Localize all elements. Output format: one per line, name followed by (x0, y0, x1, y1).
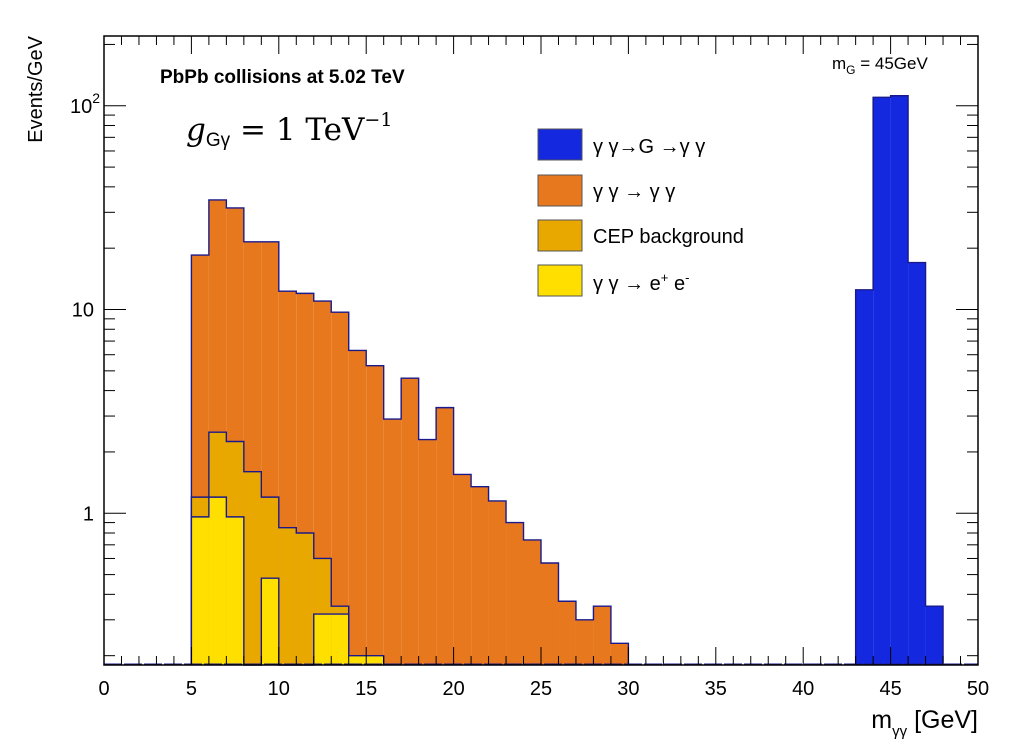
legend-swatch-cep (537, 219, 583, 252)
legend-label-ee: γ γ → e+ e- (593, 270, 689, 295)
bar-signal (908, 262, 926, 665)
legend-label-ee-sup2: - (685, 270, 689, 285)
bar-ee (208, 497, 227, 665)
outline-ee (190, 496, 385, 666)
bar-lbl (593, 606, 611, 665)
chart-title: PbPb collisions at 5.02 TeV (160, 67, 405, 88)
bar-lbl (383, 419, 402, 665)
bar-cep (243, 471, 262, 665)
bar-signal (890, 95, 909, 665)
bar-lbl (331, 312, 349, 665)
y-tick-label: 1 (83, 503, 94, 525)
y-tick-label-base: 10 (70, 96, 92, 118)
coupling-annotation: gGγ = 1 TeV−1 (186, 109, 392, 151)
outline-signal (854, 95, 944, 665)
bar-lbl (610, 643, 629, 665)
bar-lbl (541, 563, 559, 665)
x-tick-label: 45 (879, 678, 901, 700)
legend-label-lbl: γ γ → γ γ (593, 181, 675, 203)
bar-ee (366, 655, 384, 665)
outline-lbl (190, 199, 630, 665)
bar-cep (278, 527, 297, 665)
bar-lbl (558, 601, 576, 665)
x-axis-title: mγγ [GeV] (871, 706, 978, 740)
bar-cep (296, 533, 314, 665)
legend-swatch-ee (537, 264, 583, 297)
bar-lbl (471, 486, 489, 665)
bar-signal (855, 289, 874, 665)
x-tick-label: 30 (617, 678, 639, 700)
mass-subscript: G (846, 63, 855, 77)
bar-lbl (348, 350, 367, 665)
legend-label-ee-sup1: + (661, 270, 669, 285)
bar-ee (331, 614, 349, 665)
legend-label-signal: γ γ→G →γ γ (593, 136, 705, 158)
legend-swatch-lbl (537, 174, 583, 207)
bar-ee (226, 516, 244, 665)
bar-signal (925, 606, 944, 665)
bar-lbl (575, 619, 594, 665)
bar-lbl (488, 500, 507, 665)
bar-lbl (401, 378, 419, 665)
bar-ee (191, 516, 209, 665)
coupling-subscript: Gγ (206, 130, 231, 151)
bar-lbl (523, 539, 541, 665)
series-ee (190, 496, 385, 666)
y-axis-title: Events/GeV (25, 35, 47, 142)
legend: γ γ→G →γ γ γ γ → γ γ CEP background γ γ … (537, 128, 744, 297)
mass-symbol: m (832, 54, 846, 73)
y-tick-label: 10 (72, 300, 94, 322)
histogram-bars (104, 95, 978, 666)
x-tick-label: 50 (967, 678, 989, 700)
x-tick-label: 0 (98, 678, 109, 700)
bar-ee (261, 578, 279, 665)
mass-value: = 45GeV (856, 54, 929, 73)
x-tick-label: 20 (442, 678, 464, 700)
x-tick-label: 5 (186, 678, 197, 700)
bar-ee (348, 655, 367, 665)
coupling-value: = 1 TeV (230, 112, 365, 148)
bar-lbl (436, 407, 454, 665)
y-tick-label: 102 (70, 90, 100, 118)
bar-lbl (418, 439, 437, 665)
bar-lbl (453, 474, 472, 665)
y-tick-label-exponent: 2 (92, 90, 100, 106)
legend-label-ee-mid: e (668, 273, 685, 295)
coupling-symbol: g (186, 112, 206, 148)
bar-lbl (506, 522, 524, 665)
x-tick-label: 25 (530, 678, 552, 700)
legend-label-ee-main: γ γ → e (593, 273, 661, 295)
x-tick-label: 35 (705, 678, 727, 700)
x-axis-title-unit: [GeV] (907, 706, 978, 734)
x-axis-title-subscript: γγ (892, 723, 908, 740)
legend-swatch-signal (537, 128, 583, 161)
mass-annotation: mG = 45GeV (832, 54, 928, 77)
x-tick-label: 15 (355, 678, 377, 700)
bar-ee (313, 614, 332, 665)
x-tick-label: 40 (792, 678, 814, 700)
series-signal (854, 95, 944, 666)
bar-lbl (366, 365, 384, 665)
bar-signal (873, 97, 891, 666)
legend-label-cep: CEP background (593, 226, 744, 248)
x-axis-title-m: m (871, 706, 892, 734)
x-tick-label: 10 (268, 678, 290, 700)
outline-cep (190, 431, 350, 665)
coupling-exponent: −1 (364, 109, 392, 131)
